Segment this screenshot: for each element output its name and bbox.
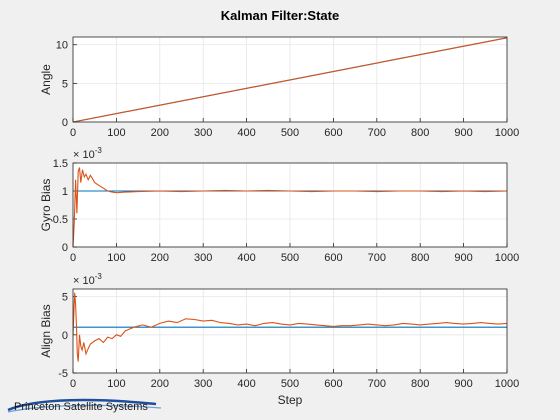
subplot-2: 0 100 200 300 400 500 600 700 800 900 1000 0 0.5 1 1.5… bbox=[39, 146, 519, 264]
y-axis-label: Align Bias bbox=[39, 304, 53, 357]
company-name: Princeton Satellite Systems bbox=[14, 401, 148, 413]
x-tick-label: 700 bbox=[368, 127, 386, 139]
x-tick-label: 400 bbox=[237, 127, 255, 139]
x-tick-label: 400 bbox=[237, 378, 255, 390]
axes-box bbox=[72, 36, 508, 123]
x-tick-label: 500 bbox=[281, 127, 299, 139]
y-tick-label: 10 bbox=[56, 40, 68, 52]
x-tick-label: 200 bbox=[151, 378, 169, 390]
x-tick-label: 100 bbox=[107, 127, 125, 139]
y-exponent-label: × 10-3 bbox=[73, 272, 102, 287]
x-tick-label: 0 bbox=[70, 252, 76, 264]
x-tick-label: 1000 bbox=[495, 378, 519, 390]
axes-box bbox=[72, 288, 508, 374]
y-axis-label: Angle bbox=[39, 64, 53, 95]
x-tick-label: 100 bbox=[107, 252, 125, 264]
y-exponent-label: × 10-3 bbox=[73, 146, 102, 161]
x-tick-label: 800 bbox=[411, 127, 429, 139]
x-tick-label: 700 bbox=[368, 378, 386, 390]
y-tick-label: 5 bbox=[62, 78, 68, 90]
x-tick-label: 200 bbox=[151, 252, 169, 264]
y-tick-label: -5 bbox=[58, 368, 68, 380]
y-tick-label: 0 bbox=[62, 242, 68, 254]
x-tick-label: 300 bbox=[194, 378, 212, 390]
subplot-group: 0 100 200 300 400 500 600 700 800 900 10000510Angl… bbox=[39, 36, 519, 390]
x-tick-label: 1000 bbox=[495, 252, 519, 264]
x-tick-label: 0 bbox=[70, 127, 76, 139]
subplot-3: 0 100 200 300 400 500 600 700 800 900 1000-505× 10… bbox=[39, 272, 519, 390]
y-tick-label: 5 bbox=[62, 292, 68, 304]
y-axis-label: Gyro Bias bbox=[39, 179, 53, 232]
y-tick-label: 1 bbox=[62, 186, 68, 198]
company-logo bbox=[7, 398, 162, 413]
x-tick-label: 900 bbox=[454, 127, 472, 139]
x-axis-label: Step bbox=[278, 393, 303, 407]
series-line-estimate bbox=[73, 167, 507, 247]
x-tick-label: 600 bbox=[324, 378, 342, 390]
y-tick-label: 0 bbox=[62, 330, 68, 342]
x-tick-label: 400 bbox=[237, 252, 255, 264]
x-tick-label: 800 bbox=[411, 252, 429, 264]
y-tick-label: 1.5 bbox=[53, 158, 68, 170]
x-tick-label: 600 bbox=[324, 127, 342, 139]
x-tick-label: 300 bbox=[194, 252, 212, 264]
x-tick-label: 900 bbox=[454, 252, 472, 264]
x-tick-label: 500 bbox=[281, 378, 299, 390]
x-tick-label: 100 bbox=[107, 378, 125, 390]
axes-box bbox=[72, 162, 508, 248]
x-tick-label: 300 bbox=[194, 127, 212, 139]
x-tick-label: 500 bbox=[281, 252, 299, 264]
y-tick-label: 0.5 bbox=[53, 214, 68, 226]
x-tick-label: 900 bbox=[454, 378, 472, 390]
subplot-1: 0 100 200 300 400 500 600 700 800 900 1000 0 5 10Angl… bbox=[39, 36, 519, 139]
x-tick-label: 1000 bbox=[495, 127, 519, 139]
y-tick-label: 0 bbox=[62, 117, 68, 129]
x-tick-label: 600 bbox=[324, 252, 342, 264]
figure-title: Kalman Filter:State bbox=[221, 8, 339, 23]
series-line-estimate bbox=[73, 37, 507, 122]
x-tick-label: 800 bbox=[411, 378, 429, 390]
x-tick-label: 700 bbox=[368, 252, 386, 264]
series-line-estimate bbox=[73, 292, 507, 362]
x-tick-label: 200 bbox=[151, 127, 169, 139]
x-tick-label: 0 bbox=[70, 378, 76, 390]
